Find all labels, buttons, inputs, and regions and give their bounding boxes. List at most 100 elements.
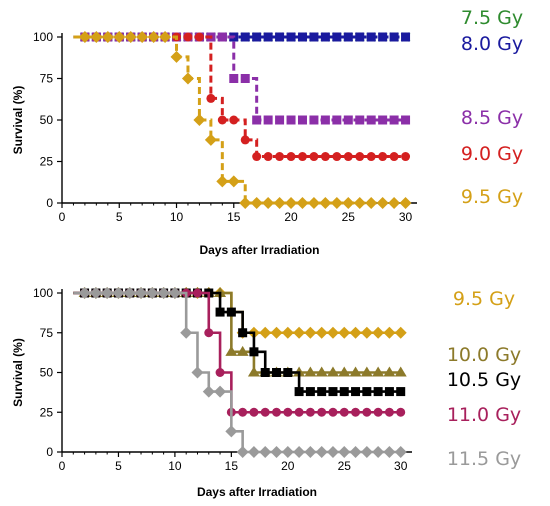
legend-entry: 9.5 Gy [461,186,523,208]
data-point [283,407,293,417]
y-tick-label: 75 [40,326,54,340]
data-point [372,366,385,377]
data-point [181,72,194,85]
data-point [401,32,411,42]
data-point [351,407,361,417]
series-line [73,35,406,159]
data-point [384,407,394,417]
data-point [326,446,339,458]
data-point [239,197,252,209]
data-point [366,152,376,162]
bottom-survival-chart: 0 5 10 15 20 25 30 0 25 50 75 100 Days after Irradia… [11,286,521,499]
data-point [328,387,338,397]
data-point [389,152,399,162]
data-point [247,366,260,377]
y-tick-label: 50 [40,366,54,380]
data-point [339,387,349,397]
data-point [204,133,217,146]
x-tick-label: 10 [168,459,182,473]
legend-entry: 11.5 Gy [447,448,521,470]
data-point [293,326,306,339]
data-point [309,32,319,42]
data-point [366,32,376,42]
data-point [296,197,309,209]
data-point [378,115,388,125]
data-point [389,32,399,42]
data-point [286,152,296,162]
x-axis-title: Days after Irradiation [197,485,317,499]
data-point [383,366,396,377]
data-point [123,287,136,299]
data-point [217,32,227,42]
data-point [297,115,307,125]
data-point [273,197,286,209]
data-point [355,152,365,162]
data-point [304,446,317,458]
legend-entry: 8.0 Gy [461,33,523,55]
legend-entry: 7.5 Gy [461,7,523,29]
data-point [270,446,283,458]
data-point [372,446,385,458]
series-9-0-gy [73,32,411,162]
data-point [373,387,383,397]
data-point [319,197,332,209]
data-point [320,32,330,42]
data-point [378,152,388,162]
data-point [383,326,396,339]
data-point [263,32,273,42]
data-point [226,307,236,317]
data-point [159,31,172,43]
data-point [320,115,330,125]
data-point [136,31,149,43]
data-point [376,197,389,209]
data-point [275,115,285,125]
data-point [263,152,273,162]
data-point [338,366,351,377]
data-point [168,287,181,299]
data-point [170,50,183,63]
data-point [225,345,238,356]
y-tick-label: 0 [46,445,53,459]
data-point [250,197,263,209]
data-point [229,115,239,125]
data-point [326,366,339,377]
legend-entry: 10.5 Gy [447,369,521,391]
data-point [378,32,388,42]
x-tick-label: 5 [115,459,122,473]
data-point [227,175,240,188]
data-point [297,152,307,162]
x-tick-label: 30 [394,459,408,473]
data-point [215,307,225,317]
data-point [362,407,372,417]
data-point [147,31,160,43]
data-point [240,32,250,42]
data-point [225,425,238,438]
data-point [206,93,216,103]
data-point [338,446,351,458]
x-axis-title: Days after Irradiation [199,243,319,257]
x-tick-label: 0 [59,459,66,473]
data-point [343,152,353,162]
data-point [342,197,355,209]
data-point [194,32,204,42]
x-tick-label: 5 [116,210,123,224]
y-tick-label: 50 [40,113,54,127]
data-point [89,287,102,299]
data-point [260,407,270,417]
data-point [183,32,193,42]
data-point [281,326,294,339]
data-point [283,368,293,377]
data-point [360,326,373,339]
data-point [259,326,272,339]
data-point [349,366,362,377]
data-point [309,115,319,125]
y-tick-label: 100 [33,30,53,44]
x-tick-label: 10 [170,210,184,224]
x-tick-label: 0 [59,210,66,224]
data-point [360,446,373,458]
y-tick-label: 100 [33,286,53,300]
data-point [343,115,353,125]
data-point [249,407,259,417]
data-point [362,387,372,397]
data-point [281,446,294,458]
